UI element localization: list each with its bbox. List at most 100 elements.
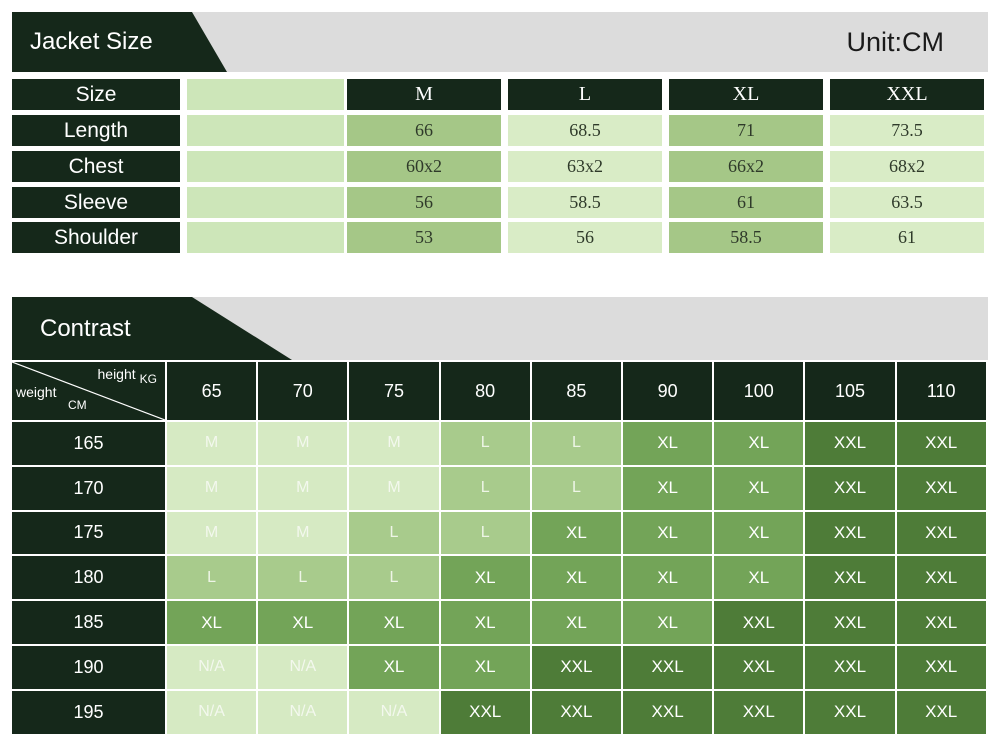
size-recommendation-cell: L: [531, 422, 623, 467]
weight-row-label: 175: [12, 511, 167, 557]
size-recommendation-cell: XXL: [805, 466, 897, 512]
size-recommendation-cell: XL: [623, 511, 715, 557]
size-row: Shoulder 53 56 58.5 61: [12, 222, 988, 253]
size-recommendation-cell: XXL: [896, 511, 988, 557]
size-recommendation-cell: L: [440, 511, 532, 557]
size-value-cell: 61: [830, 222, 984, 253]
size-value-cell: 61: [669, 187, 823, 218]
size-row-header: Size: [12, 79, 180, 110]
size-recommendation-cell: XL: [349, 646, 441, 691]
weight-row-label: 165: [12, 422, 167, 467]
size-header-row: Size M L XL XXL: [12, 79, 988, 110]
contrast-title-tab: Contrast: [12, 297, 292, 360]
size-value-cell: 63.5: [830, 187, 984, 218]
size-recommendation-cell: XXL: [440, 690, 532, 736]
measure-label-shoulder: Shoulder: [12, 222, 180, 253]
size-recommendation-cell: XXL: [896, 466, 988, 512]
height-column-header: 70: [258, 362, 350, 422]
size-recommendation-cell: M: [258, 422, 350, 467]
height-column-header: 75: [349, 362, 441, 422]
size-recommendation-cell: XXL: [714, 690, 806, 736]
height-column-header: 80: [440, 362, 532, 422]
size-recommendation-cell: XL: [714, 422, 806, 467]
blank-cell: [187, 115, 344, 146]
size-value-cell: 60x2: [347, 151, 501, 182]
size-recommendation-cell: XL: [623, 422, 715, 467]
size-value-cell: 58.5: [508, 187, 662, 218]
size-recommendation-cell: XL: [440, 556, 532, 602]
size-value-cell: 56: [347, 187, 501, 218]
size-recommendation-cell: XL: [714, 466, 806, 512]
size-recommendation-cell: XXL: [896, 690, 988, 736]
size-recommendation-cell: XXL: [623, 646, 715, 691]
size-recommendation-cell: XXL: [531, 690, 623, 736]
size-recommendation-cell: XXL: [805, 511, 897, 557]
size-recommendation-cell: XXL: [805, 422, 897, 467]
weight-label: weight: [16, 384, 57, 400]
size-recommendation-cell: XXL: [805, 556, 897, 602]
size-recommendation-cell: XL: [623, 556, 715, 602]
size-recommendation-cell: L: [440, 466, 532, 512]
size-recommendation-cell: XXL: [896, 601, 988, 646]
size-recommendation-cell: N/A: [167, 690, 259, 736]
size-recommendation-cell: XL: [623, 601, 715, 646]
size-value-cell: 56: [508, 222, 662, 253]
size-recommendation-cell: L: [440, 422, 532, 467]
size-recommendation-cell: L: [531, 466, 623, 512]
size-value-cell: 68x2: [830, 151, 984, 182]
height-unit: KG: [139, 372, 157, 386]
size-recommendation-cell: L: [349, 511, 441, 557]
height-label: height KG: [97, 366, 158, 386]
size-recommendation-cell: XL: [714, 511, 806, 557]
size-recommendation-cell: XXL: [805, 690, 897, 736]
size-recommendation-cell: L: [349, 556, 441, 602]
measure-label-length: Length: [12, 115, 180, 146]
size-value-cell: 66: [347, 115, 501, 146]
corner-cell: height KG weight CM: [12, 362, 167, 422]
measure-label-chest: Chest: [12, 151, 180, 182]
size-recommendation-cell: XXL: [531, 646, 623, 691]
weight-row-label: 185: [12, 601, 167, 646]
size-recommendation-cell: L: [167, 556, 259, 602]
size-value-cell: 73.5: [830, 115, 984, 146]
weight-row-label: 180: [12, 556, 167, 602]
size-recommendation-cell: N/A: [349, 690, 441, 736]
size-row: Length 66 68.5 71 73.5: [12, 115, 988, 146]
height-column-header: 65: [167, 362, 259, 422]
size-recommendation-cell: XXL: [896, 646, 988, 691]
size-value-cell: 71: [669, 115, 823, 146]
measure-label-sleeve: Sleeve: [12, 187, 180, 218]
height-column-header: 90: [623, 362, 715, 422]
height-text: height: [97, 366, 136, 382]
size-value-cell: 66x2: [669, 151, 823, 182]
size-recommendation-cell: XL: [167, 601, 259, 646]
blank-cell: [187, 79, 344, 110]
height-column-header: 85: [531, 362, 623, 422]
size-recommendation-cell: XXL: [623, 690, 715, 736]
blank-cell: [187, 222, 344, 253]
size-value-cell: 58.5: [669, 222, 823, 253]
size-recommendation-cell: XXL: [805, 601, 897, 646]
size-row: Chest 60x2 63x2 66x2 68x2: [12, 151, 988, 182]
size-header-xl: XL: [669, 79, 823, 110]
size-recommendation-cell: N/A: [258, 646, 350, 691]
weight-row-label: 190: [12, 646, 167, 691]
size-value-cell: 68.5: [508, 115, 662, 146]
contrast-title: Contrast: [40, 314, 131, 342]
weight-row-label: 195: [12, 690, 167, 736]
weight-row-label: 170: [12, 466, 167, 512]
contrast-header: Contrast: [12, 297, 988, 360]
size-recommendation-cell: XXL: [805, 646, 897, 691]
size-recommendation-cell: L: [258, 556, 350, 602]
size-header-xxl: XXL: [830, 79, 984, 110]
size-value-cell: 53: [347, 222, 501, 253]
blank-cell: [187, 187, 344, 218]
size-recommendation-cell: XL: [440, 601, 532, 646]
size-row: Sleeve 56 58.5 61 63.5: [12, 187, 988, 218]
size-recommendation-cell: XL: [440, 646, 532, 691]
size-recommendation-cell: M: [258, 511, 350, 557]
size-recommendation-cell: M: [167, 511, 259, 557]
size-recommendation-cell: XL: [714, 556, 806, 602]
size-recommendation-cell: XXL: [896, 422, 988, 467]
size-recommendation-cell: XL: [623, 466, 715, 512]
